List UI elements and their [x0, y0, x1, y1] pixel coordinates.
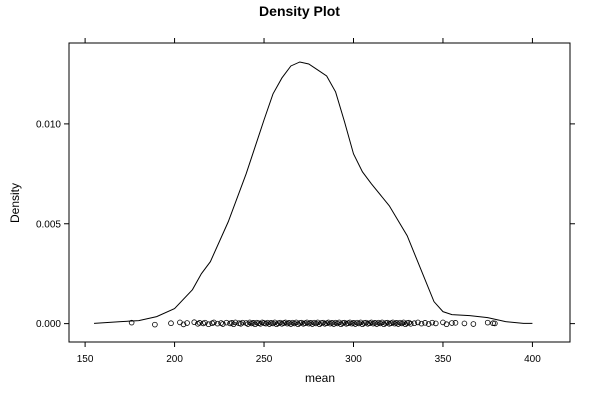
x-tick-label: 200	[166, 354, 183, 365]
data-point	[309, 321, 316, 327]
y-ticks-left: 0.000 0.005 0.010	[36, 119, 69, 330]
data-point	[425, 321, 432, 327]
data-point	[196, 320, 203, 326]
data-point	[230, 321, 237, 328]
data-point	[449, 320, 455, 326]
y-axis-label: Density	[8, 183, 22, 223]
density-line	[94, 61, 533, 324]
data-point	[152, 321, 158, 328]
data-point	[252, 321, 258, 328]
data-point	[415, 319, 421, 326]
y-tick-label: 0.005	[36, 219, 61, 230]
data-point	[288, 321, 294, 327]
data-point	[180, 321, 187, 328]
data-point	[490, 320, 496, 327]
data-point	[407, 321, 414, 327]
data-point	[271, 319, 278, 326]
data-point	[191, 319, 198, 326]
chart-title: Density Plot	[259, 3, 340, 19]
data-point	[418, 320, 425, 327]
data-point	[452, 320, 459, 326]
data-point	[422, 320, 428, 326]
data-point	[220, 321, 226, 327]
y-ticks-right	[570, 123, 575, 325]
x-tick-label: 300	[345, 354, 362, 365]
data-point	[411, 320, 418, 327]
data-point	[395, 321, 402, 327]
data-point	[336, 319, 342, 326]
data-point	[232, 319, 239, 326]
data-point	[168, 320, 174, 327]
data-point	[470, 321, 477, 327]
data-point	[379, 319, 385, 326]
data-point	[492, 320, 498, 327]
data-point	[184, 320, 190, 326]
data-point	[214, 320, 221, 327]
data-point	[484, 319, 491, 326]
y-tick-label: 0.010	[36, 119, 61, 130]
x-tick-label: 150	[77, 354, 94, 365]
data-point	[257, 321, 264, 327]
data-point	[205, 321, 212, 328]
data-point	[202, 319, 208, 326]
data-point	[400, 319, 407, 326]
plot-frame	[68, 42, 571, 343]
data-point	[373, 321, 380, 327]
rug-points	[128, 319, 498, 328]
data-point	[429, 319, 436, 326]
data-point	[461, 320, 468, 327]
data-point	[443, 321, 450, 328]
data-point	[314, 319, 321, 326]
y-tick-label: 0.000	[36, 319, 61, 330]
x-tick-label: 350	[435, 354, 452, 365]
data-point	[239, 319, 246, 326]
data-point	[432, 320, 439, 327]
data-point	[264, 319, 271, 326]
data-point	[245, 321, 251, 327]
x-tick-label: 400	[524, 354, 541, 365]
x-ticks-bottom: 150 200 250 300 350 400	[77, 342, 541, 365]
data-point	[128, 319, 135, 326]
data-point	[352, 321, 359, 327]
data-point	[357, 319, 364, 326]
data-point	[293, 319, 300, 326]
data-point	[223, 319, 230, 326]
data-point	[229, 320, 235, 326]
data-point	[211, 319, 217, 326]
x-axis-label: mean	[305, 371, 335, 385]
x-tick-label: 250	[256, 354, 273, 365]
data-point	[250, 320, 257, 326]
data-point	[331, 321, 337, 327]
x-ticks-top	[84, 38, 533, 43]
